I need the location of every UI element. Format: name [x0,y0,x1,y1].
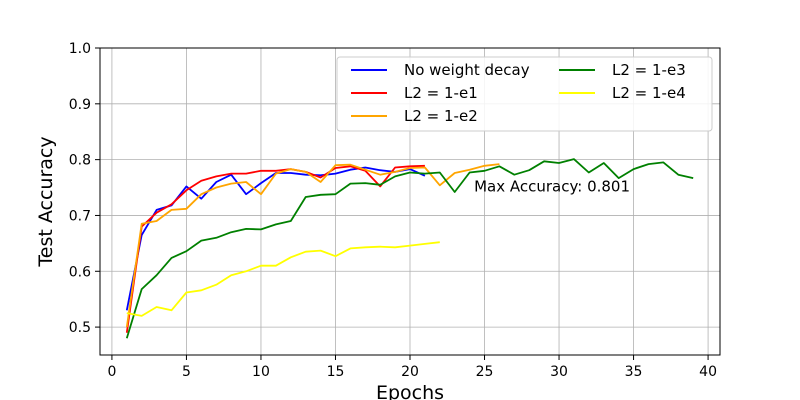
x-tick-label: 5 [182,364,191,380]
x-tick-label: 40 [699,364,717,380]
x-tick-label: 25 [476,364,494,380]
ticks: 0 5 10 15 20 25 30 35 40 0.5 0.6 0.7 0.8 0.9 1.0 [69,41,717,380]
legend-label: L2 = 1-e4 [612,84,686,102]
series-line-4 [125,158,694,339]
x-tick-label: 20 [401,364,419,380]
y-tick-label: 1.0 [69,41,91,57]
legend: No weight decay L2 = 1-e1 L2 = 1-e2 L2 = 1-… [336,56,713,132]
legend-label: L2 = 1-e1 [404,84,478,102]
y-tick-label: 0.8 [69,153,91,169]
y-axis-label: Test Accuracy [35,136,57,267]
series-line-1 [125,166,426,311]
y-tick-label: 0.5 [69,320,91,336]
legend-label: L2 = 1-e3 [612,61,686,79]
x-tick-label: 10 [252,364,270,380]
x-axis-label: Epochs [376,382,444,400]
x-tick-label: 30 [550,364,568,380]
x-tick-label: 15 [327,364,345,380]
legend-box [336,56,713,132]
y-tick-label: 0.6 [69,264,91,280]
series-line-5 [126,241,440,317]
legend-label: L2 = 1-e2 [404,107,478,125]
series-line-3 [125,163,500,328]
max-accuracy-annotation: Max Accuracy: 0.801 [474,177,630,195]
series-line-2 [125,164,425,333]
legend-label: No weight decay [404,61,530,79]
y-tick-label: 0.7 [69,208,91,224]
legend-items: No weight decay L2 = 1-e1 L2 = 1-e2 L2 = 1-… [351,61,686,125]
x-tick-label: 0 [107,364,116,380]
y-tick-label: 0.9 [69,97,91,113]
x-tick-label: 35 [625,364,643,380]
series-lines [125,158,694,339]
